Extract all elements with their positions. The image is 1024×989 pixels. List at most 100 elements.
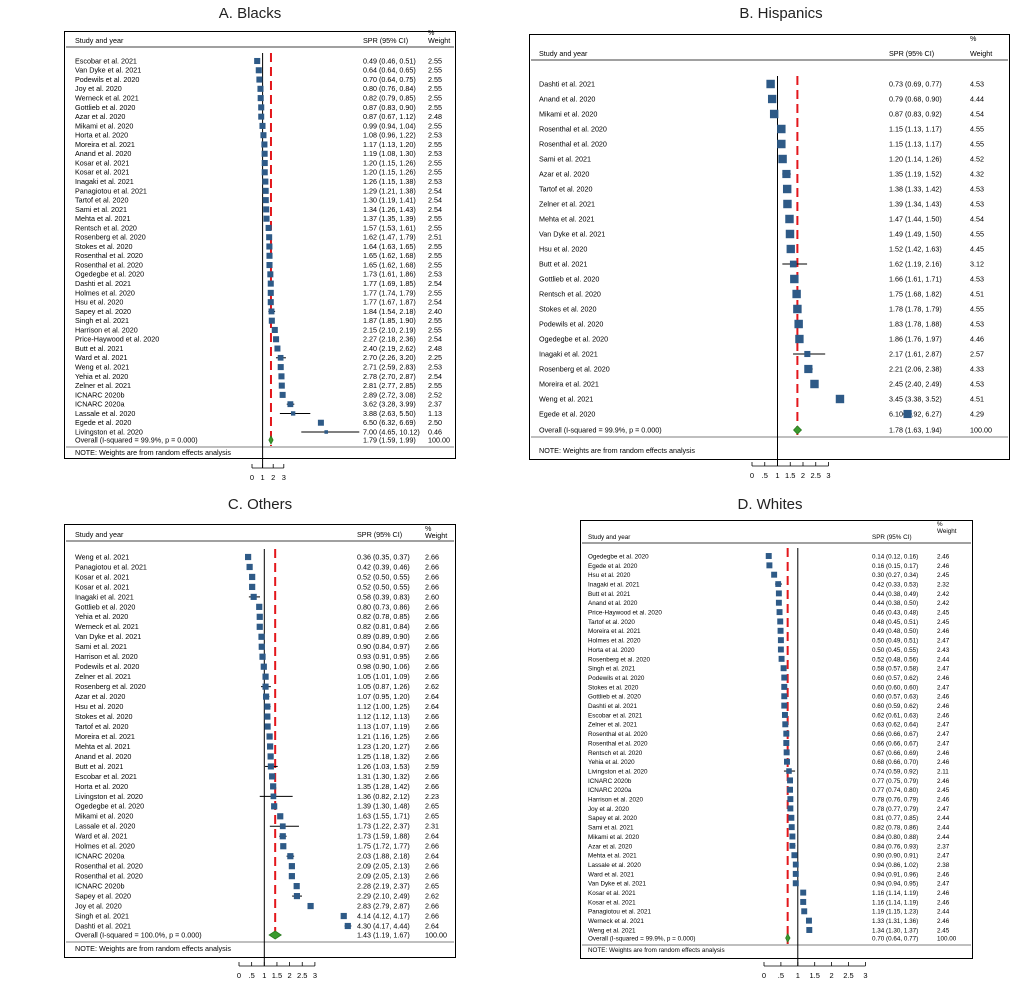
study-label: Stokes et al. 2020 <box>75 242 133 251</box>
x-axis-tick-label: 1 <box>261 473 265 482</box>
study-weight: 2.55 <box>428 121 442 130</box>
study-marker <box>789 260 797 268</box>
footnote: NOTE: Weights are from random effects an… <box>588 947 725 954</box>
column-header-study: Study and year <box>75 36 124 45</box>
study-weight: 2.66 <box>425 782 439 791</box>
study-weight: 1.13 <box>428 409 442 418</box>
study-label: Mehta et al. 2021 <box>75 214 131 223</box>
x-axis-tick-label: .5 <box>249 971 255 980</box>
study-label: Harrison et al. 2020 <box>75 325 138 334</box>
study-label: ICNARC 2020a <box>588 787 632 794</box>
study-label: Azar et al. 2020 <box>75 112 125 121</box>
study-label: Mehta et al. 2021 <box>75 742 131 751</box>
x-axis-tick-label: 3 <box>863 971 867 980</box>
study-marker <box>792 289 801 299</box>
study-marker <box>245 553 252 561</box>
study-marker <box>258 113 265 120</box>
study-marker <box>766 562 773 569</box>
study-marker <box>788 824 795 831</box>
study-marker <box>257 85 264 92</box>
study-weight: 2.44 <box>937 909 950 916</box>
study-weight: 2.46 <box>937 750 950 757</box>
study-weight: 2.55 <box>428 94 442 103</box>
study-label: Sapey et al. 2020 <box>75 891 131 900</box>
study-ci-text: 0.70 (0.64, 0.75) <box>363 75 416 84</box>
study-marker <box>766 79 775 89</box>
study-label: Singh et al. 2021 <box>75 316 129 325</box>
study-label: Inagaki et al. 2021 <box>588 581 640 588</box>
study-marker <box>785 229 795 239</box>
study-label: Rosenthal et al. 2020 <box>75 862 143 871</box>
x-axis-tick-label: .5 <box>778 971 784 980</box>
study-ci-text: 2.81 (2.77, 2.85) <box>363 381 416 390</box>
study-ci-text: 1.33 (1.31, 1.36) <box>872 918 918 925</box>
study-ci-text: 1.34 (1.30, 1.37) <box>872 927 918 934</box>
study-label: Egede et al. 2020 <box>75 418 131 427</box>
study-marker <box>795 334 804 344</box>
study-marker <box>787 796 794 803</box>
study-label: Sami et al. 2021 <box>75 205 127 214</box>
study-label: Joy et al. 2020 <box>75 84 122 93</box>
study-weight: 2.44 <box>937 656 950 663</box>
study-marker <box>344 922 351 930</box>
study-ci-text: 0.62 (0.61, 0.63) <box>872 712 918 719</box>
study-ci-text: 0.60 (0.60, 0.60) <box>872 684 918 691</box>
study-ci-text: 0.94 (0.86, 1.02) <box>872 862 918 869</box>
study-label: Tartof et al. 2020 <box>75 196 129 205</box>
study-marker <box>277 364 284 371</box>
study-weight: 2.66 <box>425 562 439 571</box>
study-label: Rentsch et al. 2020 <box>539 289 601 298</box>
study-label: Moreira et al. 2021 <box>75 732 135 741</box>
study-ci-text: 3.88 (2.63, 5.50) <box>363 409 416 418</box>
study-marker <box>256 613 263 620</box>
column-header-weight-symbol: % <box>425 524 432 533</box>
x-axis-tick-label: 2.5 <box>811 471 821 480</box>
study-label: Rosenthal et al. 2020 <box>75 251 143 260</box>
study-ci-text: 2.83 (2.79, 2.87) <box>357 901 410 910</box>
column-header-weight: Weight <box>428 36 450 45</box>
study-marker <box>835 394 845 404</box>
study-weight: 2.64 <box>425 921 439 930</box>
x-axis-tick-label: 0 <box>250 473 254 482</box>
x-axis-tick-label: 2 <box>830 971 834 980</box>
study-weight: 2.42 <box>937 591 950 598</box>
study-weight: 4.33 <box>970 364 984 373</box>
study-marker <box>786 244 795 254</box>
study-marker <box>258 104 265 111</box>
study-label: Egede et al. 2020 <box>539 409 595 418</box>
study-ci-text: 1.31 (1.30, 1.32) <box>357 772 410 781</box>
study-weight: 2.54 <box>428 298 442 307</box>
study-marker <box>262 693 270 700</box>
study-ci-text: 0.50 (0.49, 0.51) <box>872 638 918 645</box>
study-ci-text: 0.87 (0.83, 0.92) <box>889 109 942 118</box>
study-marker <box>769 109 779 119</box>
study-ci-text: 1.77 (1.74, 1.79) <box>363 288 416 297</box>
study-marker <box>777 124 786 134</box>
study-weight: 2.66 <box>425 582 439 591</box>
study-ci-text: 0.66 (0.66, 0.67) <box>872 740 918 747</box>
study-marker <box>782 721 789 728</box>
study-label: Rentsch et al. 2020 <box>75 223 137 232</box>
study-marker <box>775 590 782 597</box>
study-label: Moreira et al. 2021 <box>539 379 599 388</box>
study-weight: 2.66 <box>425 722 439 731</box>
study-label: Price-Haywood et al. 2020 <box>75 335 159 344</box>
study-marker <box>256 603 263 610</box>
study-marker <box>781 711 788 718</box>
study-label: Kosar et al. 2021 <box>588 899 636 906</box>
study-marker <box>259 653 266 660</box>
study-label: Escobar et al. 2021 <box>588 712 643 719</box>
study-marker <box>262 683 269 690</box>
study-ci-text: 0.74 (0.59, 0.92) <box>872 768 918 775</box>
overall-label: Overall (I-squared = 99.9%, p = 0.000) <box>539 425 662 434</box>
study-weight: 4.44 <box>970 94 984 103</box>
study-ci-text: 1.75 (1.68, 1.82) <box>889 289 942 298</box>
study-label: Panagiotou et al. 2021 <box>75 562 147 571</box>
forest-plot-frame <box>64 31 456 459</box>
study-weight: 4.53 <box>970 199 984 208</box>
x-axis-tick-label: .5 <box>762 471 768 480</box>
study-weight: 2.66 <box>425 612 439 621</box>
study-ci-text: 1.29 (1.21, 1.38) <box>363 186 416 195</box>
study-weight: 4.55 <box>970 304 984 313</box>
study-weight: 2.45 <box>937 787 950 794</box>
